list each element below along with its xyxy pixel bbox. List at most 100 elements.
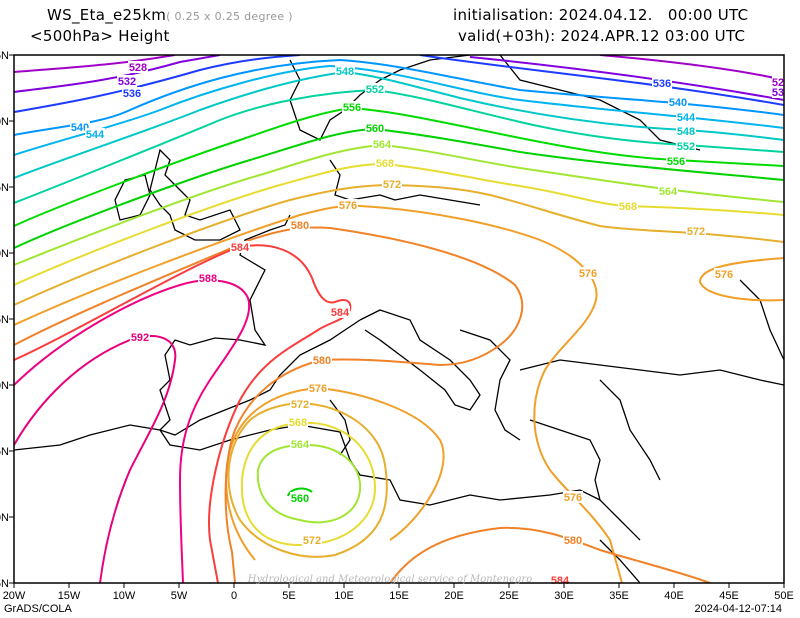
contour-528 [599, 55, 784, 81]
lon-label: 5E [282, 590, 295, 602]
contour-label-bg [338, 199, 358, 211]
contour-label-568: 568 [376, 158, 394, 170]
lat-label: 35N [0, 446, 9, 458]
contour-532 [14, 55, 221, 93]
contour-label-bg [290, 438, 310, 450]
contour-label-bg [676, 111, 696, 123]
coastlines [14, 55, 784, 583]
contour-label-592: 592 [131, 332, 149, 344]
contour-label-576: 576 [339, 200, 357, 212]
contour-label-532: 53 [772, 87, 784, 99]
contour-label-bg [85, 128, 105, 140]
lon-label: 15E [389, 590, 409, 602]
lat-label: 40N [0, 380, 9, 392]
contour-label-556: 556 [343, 102, 361, 114]
lat-label: 45N [0, 314, 9, 326]
contour-528 [14, 55, 176, 73]
contour-label-556: 556 [667, 156, 685, 168]
contour-label-bg [658, 185, 678, 197]
contour-576 [14, 204, 623, 583]
contour-label-bg [335, 65, 355, 77]
contour-label-560: 560 [366, 123, 384, 135]
contour-568 [14, 162, 784, 286]
contour-label-bg [288, 416, 308, 428]
contour-label-564: 564 [291, 439, 310, 451]
contour-label-bg [772, 86, 784, 98]
contour-584 [14, 244, 352, 583]
height-contours [14, 55, 784, 583]
contour-label-bg [618, 200, 638, 212]
contour-label-564: 564 [373, 139, 392, 151]
contour-label-bg [372, 138, 392, 150]
contour-label-bg [578, 267, 598, 279]
contour-588 [14, 279, 251, 583]
lon-label: 0 [231, 590, 237, 602]
contour-label-588: 588 [199, 273, 217, 285]
contour-label-580: 580 [564, 535, 582, 547]
contour-label-572: 572 [383, 179, 401, 191]
contour-label-bg [365, 122, 385, 134]
contour-label-bg [382, 178, 402, 190]
contour-label-bg [676, 140, 696, 152]
contour-label-576: 576 [309, 383, 327, 395]
contour-label-bg [772, 76, 784, 88]
model-name: WS_Eta_e25km [47, 6, 167, 24]
contour-536 [14, 55, 301, 113]
contour-label-576: 576 [564, 492, 582, 504]
contour-580 [14, 226, 524, 583]
contour-label-bg [714, 268, 734, 280]
contour-532 [469, 56, 784, 101]
lon-label: 30E [554, 590, 574, 602]
contour-label-548: 548 [336, 66, 354, 78]
contour-label-568: 568 [619, 201, 637, 213]
lat-label: 25N [0, 578, 9, 590]
footer-timestamp: 2024-04-12-07:14 [694, 603, 782, 615]
latitude-axis: 65N 60N 55N 50N 45N 40N 35N 30N 25N [0, 50, 14, 590]
lon-label: 35E [609, 590, 629, 602]
contour-label-576: 576 [579, 268, 597, 280]
contour-label-bg [342, 101, 362, 113]
map-frame [13, 54, 785, 584]
contour-label-572: 572 [303, 535, 321, 547]
contour-label-544: 544 [677, 112, 696, 124]
watermark: Hydrological and Meteorological service … [247, 574, 532, 585]
contour-label-bg [676, 125, 696, 137]
field-title: <500hPa> Height [30, 27, 170, 45]
contour-labels: 5285253253536536540540544544548548552552… [70, 61, 784, 587]
lon-label: 25E [499, 590, 519, 602]
lon-label: 10E [334, 590, 354, 602]
contour-label-540: 540 [669, 97, 687, 109]
contour-580 [389, 526, 711, 583]
contour-label-bg [330, 306, 350, 318]
lon-label: 5W [171, 590, 188, 602]
contour-label-584: 584 [231, 242, 250, 254]
lon-label: 45E [719, 590, 739, 602]
contour-536 [419, 55, 784, 106]
contour-label-bg [198, 272, 218, 284]
lat-label: 50N [0, 248, 9, 260]
contour-572 [14, 183, 784, 306]
contour-572 [227, 401, 388, 558]
contour-label-584: 584 [551, 575, 570, 587]
contour-label-bg [122, 87, 142, 99]
contour-label-bg [652, 77, 672, 89]
contour-label-568: 568 [289, 417, 307, 429]
lon-label: 20W [3, 590, 26, 602]
footer-left: GrADS/COLA [4, 603, 72, 615]
contour-label-580: 580 [291, 220, 309, 232]
lon-label: 15W [58, 590, 81, 602]
longitude-axis: 20W 15W 10W 5W 0 5E 10E 15E 20E 25E 30E 35E 40E 45E 50… [3, 583, 794, 602]
contour-label-528: 528 [129, 62, 147, 74]
contour-label-bg [130, 331, 150, 343]
contour-label-bg [128, 61, 148, 73]
resolution: ( 0.25 x 0.25 degree ) [166, 10, 293, 23]
contour-label-584: 584 [331, 307, 350, 319]
contour-label-572: 572 [291, 399, 309, 411]
contour-560 [287, 487, 313, 497]
model-title: WS_Eta_e25km( 0.25 x 0.25 degree ) [47, 6, 293, 24]
contour-label-544: 544 [86, 129, 105, 141]
contour-label-bg [668, 96, 688, 108]
lon-label: 20E [444, 590, 464, 602]
lat-label: 65N [0, 50, 9, 62]
